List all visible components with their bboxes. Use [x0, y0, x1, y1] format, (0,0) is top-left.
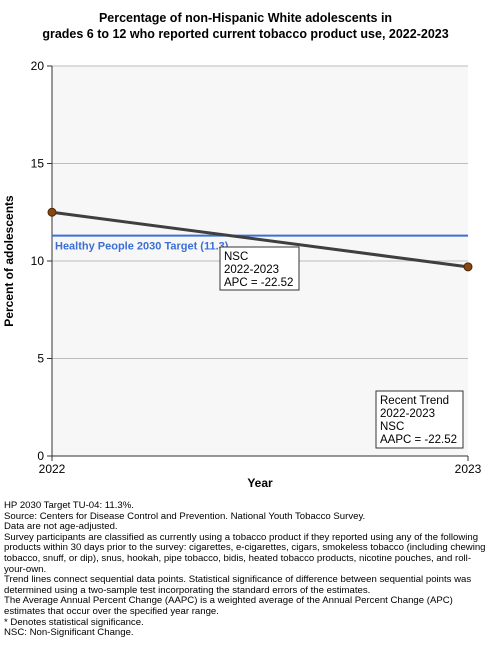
- footnote: * Denotes statistical significance.: [4, 616, 144, 628]
- series-line: [51, 210, 469, 269]
- recent-trend-annotation-line: AAPC = -22.52: [380, 434, 457, 446]
- data-series: [47, 207, 473, 272]
- trend-annotation-line: NSC: [224, 251, 248, 263]
- footnote: Trend lines connect sequential data poin…: [4, 574, 472, 596]
- footnote: HP 2030 Target TU-04: 11.3%.: [4, 500, 134, 511]
- data-point: [47, 207, 57, 217]
- x-tick-label: 2022: [39, 462, 66, 476]
- y-axis-ticks: 0 5 10 15 20: [31, 59, 52, 463]
- footnote: Source: Centers for Disease Control and …: [4, 510, 366, 522]
- y-tick-label: 5: [37, 352, 44, 366]
- y-tick-label: 15: [31, 157, 45, 171]
- trend-annotation-line: 2022-2023: [224, 264, 279, 276]
- chart-title: Percentage of non-Hispanic White adolesc…: [0, 10, 491, 42]
- chart-title-line-2: grades 6 to 12 who reported current toba…: [42, 27, 449, 41]
- recent-trend-annotation-text: Recent Trend 2022-2023 NSC AAPC = -22.52: [380, 395, 457, 446]
- recent-trend-annotation-box: [375, 390, 464, 449]
- footnote: The Average Annual Percent Change (AAPC)…: [4, 595, 453, 617]
- line-chart: 0 5 10 15 20 2022 2023 Healthy People 2030 Ta…: [2, 59, 482, 490]
- target-label: Healthy People 2030 Target (11.3): [55, 241, 229, 253]
- recent-trend-annotation-line: 2022-2023: [380, 408, 435, 420]
- chart-title-line-1: Percentage of non-Hispanic White adolesc…: [98, 11, 393, 25]
- y-tick-label: 0: [37, 449, 44, 463]
- x-axis-ticks: 2022 2023: [39, 456, 482, 476]
- y-tick-label: 20: [31, 59, 45, 73]
- x-tick-label: 2023: [455, 462, 482, 476]
- x-axis-label: Year: [247, 476, 273, 490]
- footnote: Survey participants are classified as cu…: [4, 531, 486, 575]
- footnotes: HP 2030 Target TU-04: 11.3%. Source: Cen…: [4, 500, 488, 639]
- footnote: Data are not age-adjusted.: [4, 521, 118, 533]
- trend-annotation: NSC 2022-2023 APC = -22.52: [219, 246, 300, 291]
- footnote: NSC: Non-Significant Change.: [4, 627, 134, 639]
- data-point: [463, 262, 473, 272]
- trend-annotation-text: NSC 2022-2023 APC = -22.52: [224, 251, 293, 289]
- recent-trend-annotation-line: Recent Trend: [380, 395, 449, 407]
- y-axis-label: Percent of adolescents: [2, 195, 16, 327]
- recent-trend-annotation: Recent Trend 2022-2023 NSC AAPC = -22.52: [375, 390, 464, 449]
- trend-annotation-line: APC = -22.52: [224, 277, 293, 289]
- trend-annotation-box: [219, 246, 300, 291]
- y-tick-label: 10: [31, 254, 45, 268]
- recent-trend-annotation-line: NSC: [380, 421, 404, 433]
